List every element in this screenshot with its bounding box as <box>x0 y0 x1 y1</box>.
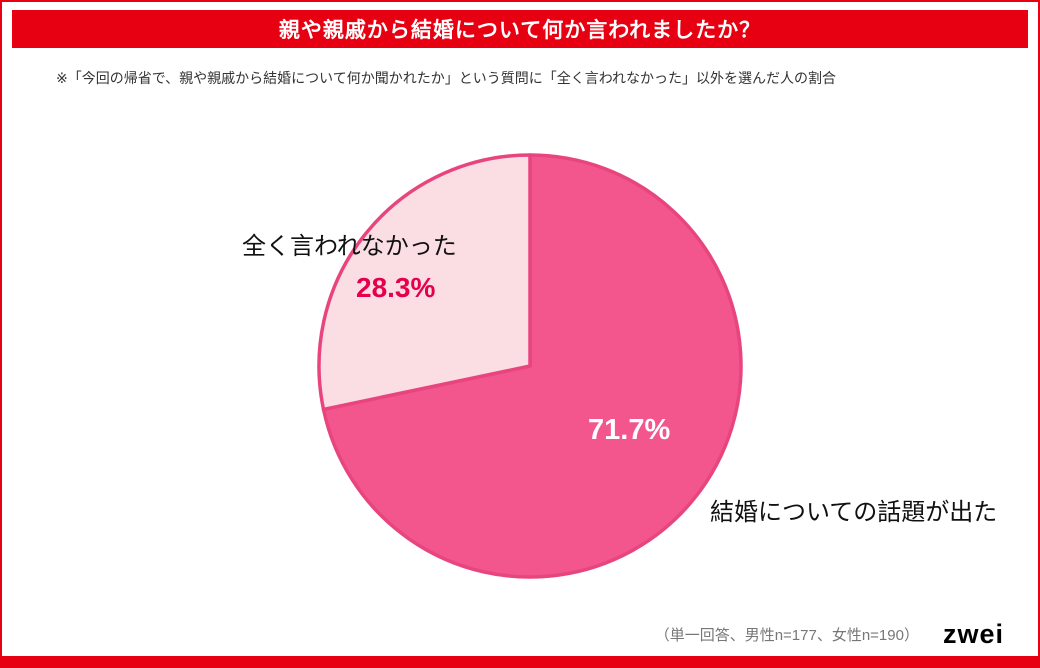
pie-chart <box>317 153 743 579</box>
bottom-accent-strip <box>2 656 1038 666</box>
page-title: 親や親戚から結婚について何か言われましたか？ <box>12 10 1028 48</box>
pie-chart-area: 全く言われなかった 28.3% 71.7% 結婚についての話題が出た <box>12 146 1028 646</box>
slice-percent-marriage-topic: 71.7% <box>588 414 671 446</box>
pie-slice-not-told <box>317 153 532 412</box>
footer: （単一回答、男性n=177、女性n=190） zwei <box>655 621 1004 648</box>
sample-size-note: （単一回答、男性n=177、女性n=190） <box>654 627 919 644</box>
survey-note: ※「今回の帰省で、親や親戚から結婚について何か聞かれたか」という質問に「全く言わ… <box>56 70 837 86</box>
slice-label-marriage-topic: 結婚についての話題が出た <box>710 499 998 526</box>
slice-percent-not-told: 28.3% <box>356 272 436 303</box>
slice-label-not-told: 全く言われなかった <box>242 233 457 260</box>
zwei-logo: zwei <box>942 619 1004 649</box>
pie-slice-marriage-topic <box>321 153 743 579</box>
